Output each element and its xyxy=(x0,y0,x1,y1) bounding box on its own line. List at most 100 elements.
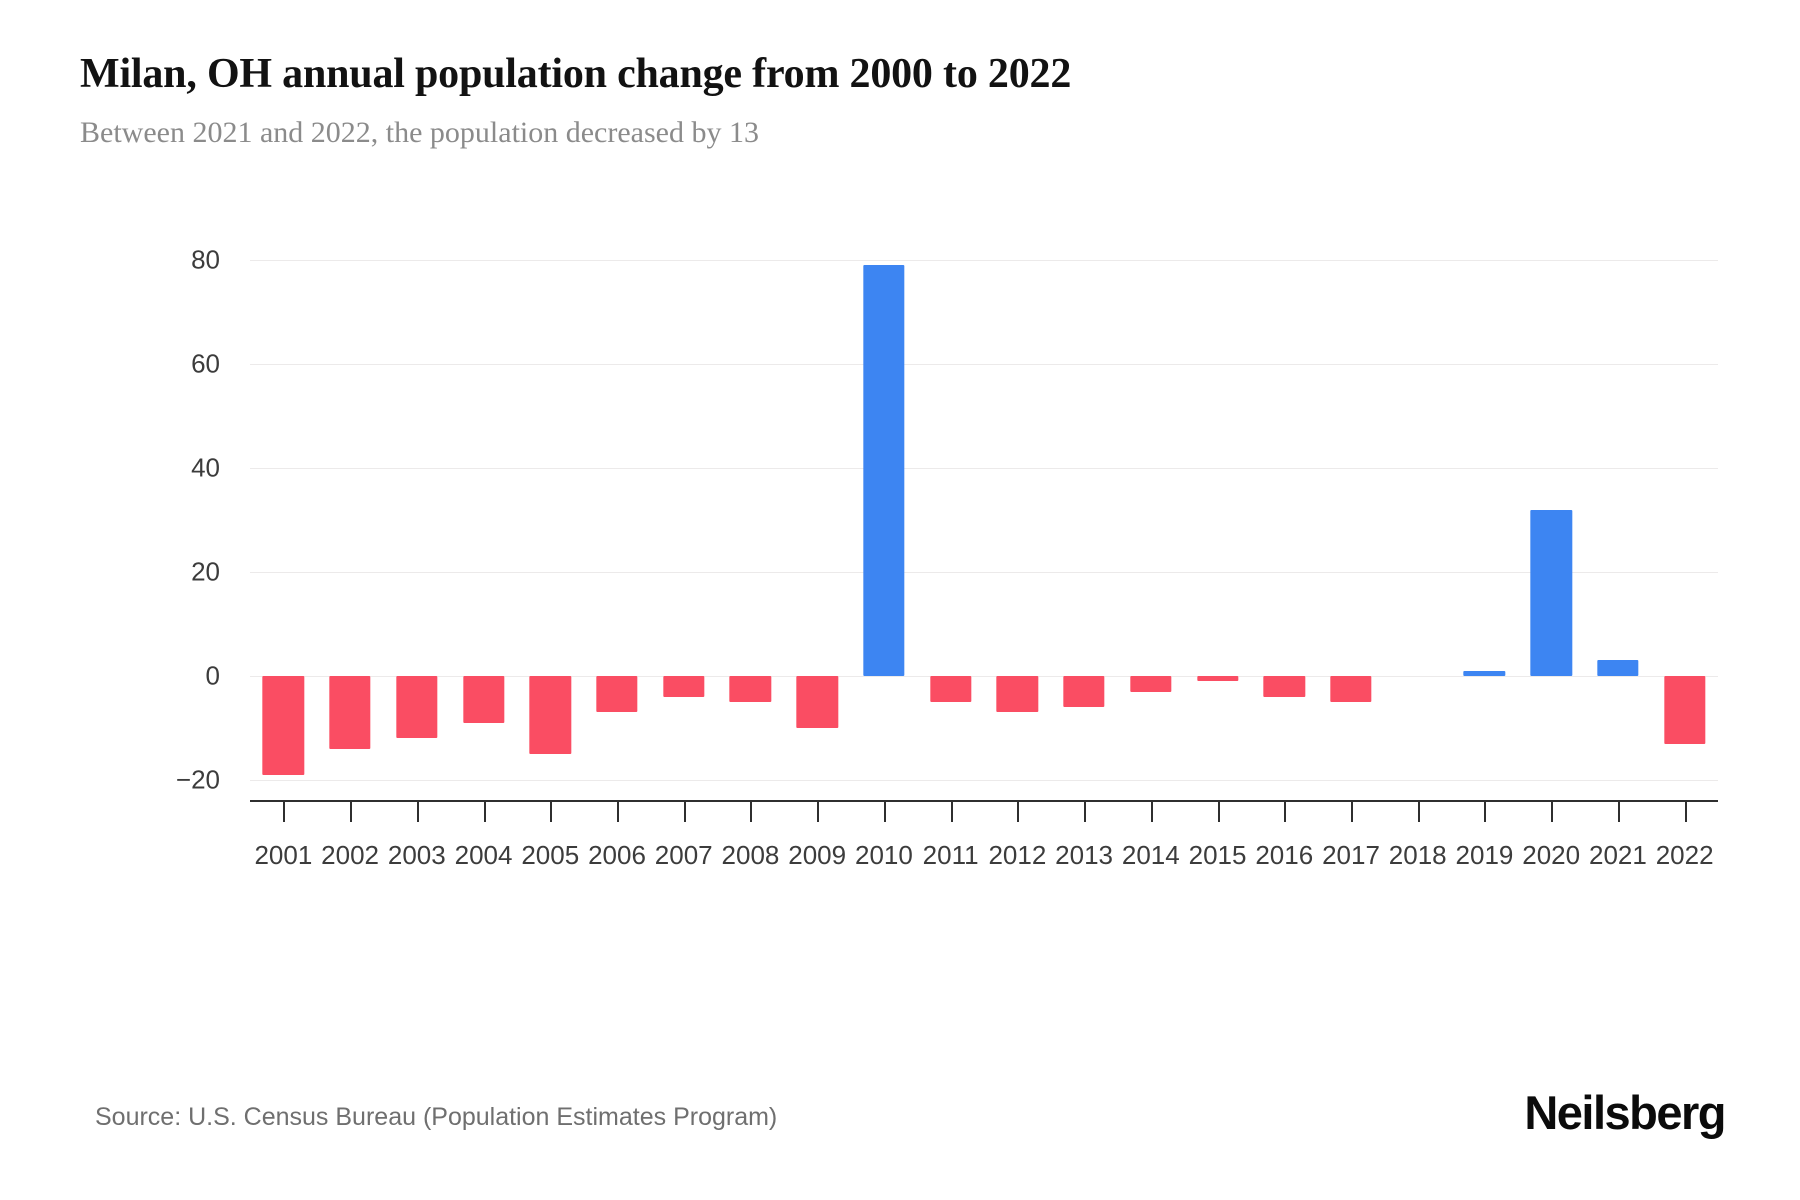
bar[interactable] xyxy=(1463,670,1506,676)
gridlines-layer: −20 0 20 40 60 80 xyxy=(80,240,1720,930)
bar-group[interactable] xyxy=(1117,240,1184,930)
x-axis-tick-label: 2017 xyxy=(1322,840,1380,870)
x-axis-tick-label: 2021 xyxy=(1588,840,1647,870)
x-axis-tick xyxy=(1617,800,1620,822)
x-axis-tick-label: 2012 xyxy=(988,840,1047,870)
bar[interactable] xyxy=(1530,509,1572,676)
x-axis-tick xyxy=(1150,800,1153,822)
bar-group[interactable] xyxy=(1651,240,1718,930)
bar-group[interactable] xyxy=(1184,240,1251,930)
bar[interactable] xyxy=(1130,676,1172,692)
gridline xyxy=(250,364,1718,365)
x-axis-tick xyxy=(817,800,820,822)
bar-group[interactable] xyxy=(1384,240,1451,930)
bar-group[interactable] xyxy=(584,240,651,930)
bar[interactable] xyxy=(663,676,705,697)
gridline xyxy=(250,260,1718,261)
bar[interactable] xyxy=(329,676,371,749)
bar[interactable] xyxy=(262,676,305,775)
x-axis-tick xyxy=(1084,800,1087,822)
x-axis-tick xyxy=(1684,800,1687,822)
gridline xyxy=(250,572,1718,573)
bar[interactable] xyxy=(462,676,505,723)
zero-gridline xyxy=(250,676,1718,677)
bar-group[interactable] xyxy=(917,240,984,930)
x-axis-tick-label: 2020 xyxy=(1522,840,1581,870)
y-axis-tick-label: −20 xyxy=(175,764,220,795)
x-axis-tick xyxy=(1351,800,1353,822)
x-axis-tick-label: 2014 xyxy=(1121,840,1180,870)
bar-group[interactable] xyxy=(1251,240,1318,930)
x-axis-tick xyxy=(350,800,353,822)
x-axis-tick xyxy=(1417,800,1420,822)
x-axis-tick-label: 2005 xyxy=(521,840,580,870)
x-axis-line xyxy=(250,800,1718,802)
x-axis-tick-label: 2018 xyxy=(1388,840,1447,870)
bar-group[interactable] xyxy=(851,240,918,930)
x-axis-tick-label: 2010 xyxy=(854,840,913,870)
x-axis-tick xyxy=(550,800,553,822)
bar-group[interactable] xyxy=(1318,240,1385,930)
bar-group[interactable] xyxy=(984,240,1051,930)
bar-group[interactable] xyxy=(517,240,584,930)
bar-group[interactable] xyxy=(717,240,784,930)
x-axis-tick xyxy=(416,800,419,822)
x-axis-tick-label: 2004 xyxy=(454,840,513,870)
page-title: Milan, OH annual population change from … xyxy=(80,51,1072,97)
x-axis-tick xyxy=(283,800,286,822)
y-axis-tick-label: 20 xyxy=(191,556,220,587)
bar[interactable] xyxy=(1597,660,1639,676)
bar[interactable] xyxy=(796,676,838,728)
x-axis-tick xyxy=(1484,800,1487,822)
y-axis-tick-label: 0 xyxy=(205,660,220,691)
x-axis-tick-label: 2008 xyxy=(721,840,780,870)
bar[interactable] xyxy=(729,676,772,702)
bar-group[interactable] xyxy=(1518,240,1585,930)
x-axis-tick xyxy=(1217,800,1220,822)
x-axis-tick-label: 2019 xyxy=(1455,840,1514,870)
x-axis-tick-label: 2015 xyxy=(1188,840,1247,870)
chart-footer: Source: U.S. Census Bureau (Population E… xyxy=(0,1085,1800,1165)
x-axis-tick-label: 2016 xyxy=(1255,840,1314,870)
bar-group[interactable] xyxy=(1585,240,1652,930)
x-axis-tick xyxy=(683,800,686,822)
bar-group[interactable] xyxy=(317,240,384,930)
bar[interactable] xyxy=(1196,676,1239,682)
x-axis-tick-label: 2011 xyxy=(922,840,979,870)
chart-plot-area: −20 0 20 40 60 80 2001 2002 2003 2004 2005 2006 200… xyxy=(80,240,1720,930)
bar-group[interactable] xyxy=(250,240,317,930)
bar[interactable] xyxy=(1063,676,1105,708)
bar-group[interactable] xyxy=(1451,240,1518,930)
x-axis-tick xyxy=(750,800,753,822)
x-axis-tick-label: 2013 xyxy=(1055,840,1113,870)
x-axis-tick xyxy=(1284,800,1287,822)
bar-group[interactable] xyxy=(784,240,851,930)
y-axis-tick-label: 60 xyxy=(191,348,220,379)
chart-header: Milan, OH annual population change from … xyxy=(80,50,1720,150)
bar[interactable] xyxy=(596,676,638,713)
bar[interactable] xyxy=(1263,676,1305,697)
bar[interactable] xyxy=(396,676,438,739)
bar[interactable] xyxy=(1330,676,1372,702)
gridline xyxy=(250,780,1718,781)
bar[interactable] xyxy=(863,265,905,676)
bar[interactable] xyxy=(996,676,1039,713)
bar[interactable] xyxy=(929,676,972,702)
x-axis-tick xyxy=(883,800,886,822)
x-axis-tick-label: 2001 xyxy=(254,840,313,870)
x-axis-tick xyxy=(617,800,619,822)
x-axis-tick-label: 2022 xyxy=(1655,840,1714,870)
bar[interactable] xyxy=(1663,676,1706,744)
x-axis-tick-label: 2003 xyxy=(387,840,446,870)
bar-group[interactable] xyxy=(1051,240,1118,930)
y-axis-tick-label: 40 xyxy=(191,452,220,483)
x-axis-tick-label: 2009 xyxy=(788,840,847,870)
bar-group[interactable] xyxy=(450,240,517,930)
bar[interactable] xyxy=(529,676,571,754)
bar-group[interactable] xyxy=(650,240,717,930)
bars-layer xyxy=(250,240,1718,930)
bar-group[interactable] xyxy=(383,240,450,930)
chart-subtitle: Between 2021 and 2022, the population de… xyxy=(80,116,759,149)
x-axis-tick-label: 2002 xyxy=(321,840,379,870)
